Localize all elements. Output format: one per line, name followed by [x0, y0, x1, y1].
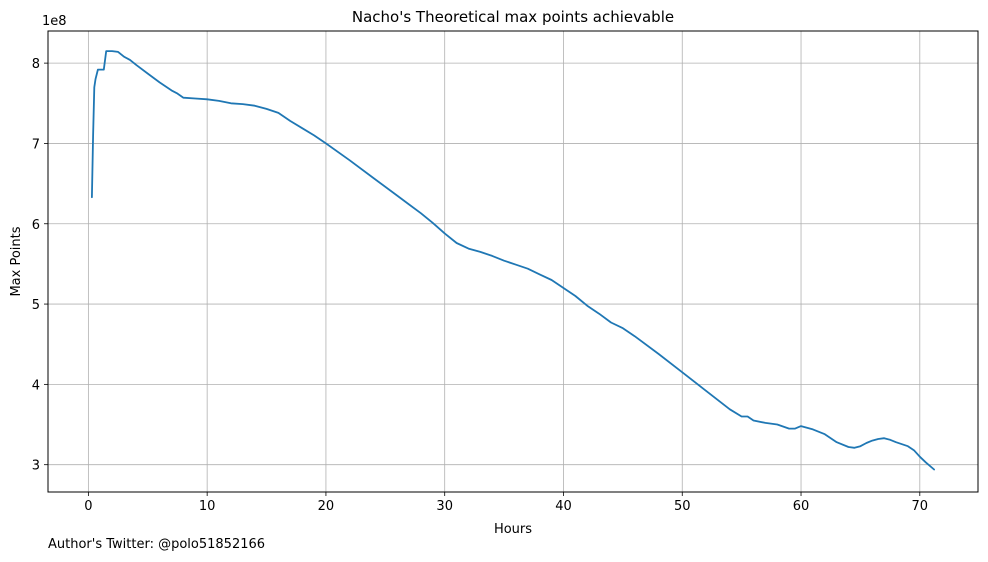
chart-title: Nacho's Theoretical max points achievabl…	[352, 8, 674, 26]
x-tick-label: 10	[199, 499, 216, 514]
y-axis-label: Max Points	[9, 226, 24, 296]
y-tick-label: 3	[32, 459, 40, 474]
y-tick-label: 4	[32, 378, 40, 393]
x-tick-label: 0	[84, 499, 92, 514]
axes-frame	[47, 30, 979, 493]
x-tick-label: 50	[674, 499, 691, 514]
x-tick-label: 20	[318, 499, 335, 514]
x-tick-label: 30	[436, 499, 453, 514]
ticks: 0 10 20 30 40 50 60 70 3 4 5 6 7 8	[32, 57, 928, 514]
grid	[48, 31, 978, 492]
y-tick-label: 6	[32, 218, 40, 233]
x-tick-label: 40	[555, 499, 572, 514]
y-tick-label: 7	[32, 137, 40, 152]
y-offset-label: 1e8	[42, 14, 67, 29]
x-tick-label: 70	[912, 499, 929, 514]
y-tick-label: 8	[32, 57, 40, 72]
y-tick-label: 5	[32, 298, 40, 313]
author-credit: Author's Twitter: @polo51852166	[48, 537, 266, 552]
series-line	[91, 50, 935, 471]
x-tick-label: 60	[793, 499, 810, 514]
plot-area	[91, 50, 935, 471]
x-axis-label: Hours	[494, 522, 532, 537]
